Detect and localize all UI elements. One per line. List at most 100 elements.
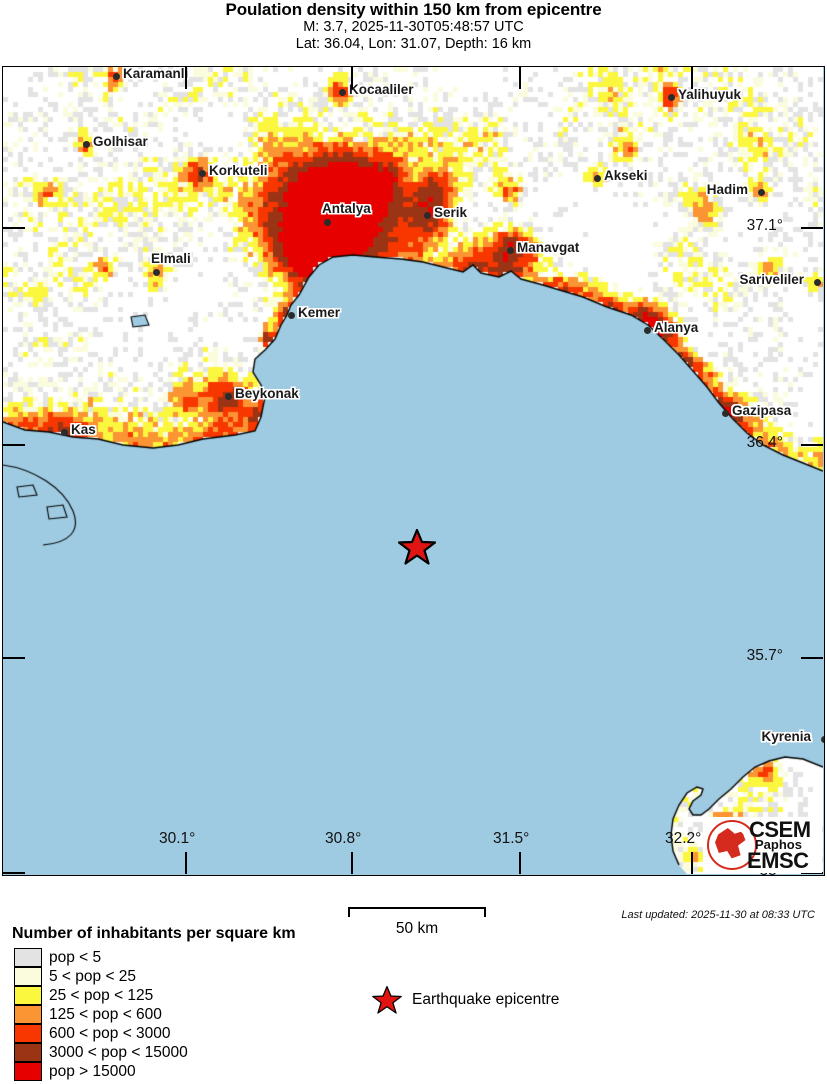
latitude-label: 37.1° bbox=[746, 217, 783, 234]
city-label: Kocaaliler bbox=[349, 82, 414, 97]
longitude-tick-top bbox=[351, 67, 353, 89]
longitude-tick-top bbox=[185, 67, 187, 89]
city-dot-icon bbox=[814, 279, 821, 286]
city-label: Golhisar bbox=[93, 134, 148, 149]
legend-label: 3000 < pop < 15000 bbox=[49, 1044, 188, 1061]
latitude-label: 35.7° bbox=[746, 647, 783, 664]
legend-row: 125 < pop < 600 bbox=[14, 1005, 188, 1024]
city-label: Elmali bbox=[151, 251, 191, 266]
latitude-tick bbox=[801, 872, 823, 874]
latitude-label: 36.4° bbox=[746, 434, 783, 451]
legend-row: pop < 5 bbox=[14, 948, 188, 967]
city-dot-icon bbox=[83, 141, 90, 148]
epicentre-star-marker bbox=[397, 528, 437, 566]
city-dot-icon bbox=[644, 327, 651, 334]
latitude-tick bbox=[801, 444, 823, 446]
city-dot-icon bbox=[722, 410, 729, 417]
longitude-tick-top bbox=[691, 67, 693, 89]
legend-row: 5 < pop < 25 bbox=[14, 967, 188, 986]
longitude-label: 30.1° bbox=[159, 830, 196, 847]
globe-icon bbox=[707, 820, 757, 870]
legend-title: Number of inhabitants per square km bbox=[12, 925, 296, 942]
magnitude-time-line: M: 3.7, 2025-11-30T05:48:57 UTC bbox=[303, 19, 524, 35]
latitude-tick bbox=[801, 227, 823, 229]
scale-bar-label: 50 km bbox=[395, 920, 439, 937]
longitude-label: 31.5° bbox=[493, 830, 530, 847]
city-dot-icon bbox=[288, 312, 295, 319]
legend-row: pop > 15000 bbox=[14, 1062, 188, 1081]
city-dot-icon bbox=[668, 94, 675, 101]
latitude-tick bbox=[801, 657, 823, 659]
population-density-raster bbox=[3, 67, 823, 874]
city-label: Alanya bbox=[654, 320, 699, 335]
latitude-tick-left bbox=[3, 657, 25, 659]
location-depth-line: Lat: 36.04, Lon: 31.07, Depth: 16 km bbox=[295, 36, 532, 52]
latitude-tick-left bbox=[3, 444, 25, 446]
legend-label: 600 < pop < 3000 bbox=[49, 1025, 171, 1042]
latitude-tick-left bbox=[3, 227, 25, 229]
latitude-tick-left bbox=[3, 872, 25, 874]
legend-swatch bbox=[14, 967, 42, 986]
city-dot-icon bbox=[821, 736, 824, 743]
legend-row: 25 < pop < 125 bbox=[14, 986, 188, 1005]
city-dot-icon bbox=[113, 73, 120, 80]
city-label: Kyrenia bbox=[761, 729, 811, 744]
map-overlay: Karamanli Kocaaliler Yalihuyuk Golhisar Kork… bbox=[3, 66, 824, 875]
city-label: Karamanli bbox=[123, 66, 189, 81]
map-frame[interactable]: Karamanli Kocaaliler Yalihuyuk Golhisar Kork… bbox=[2, 66, 825, 876]
header: Poulation density within 150 km from epi… bbox=[0, 0, 827, 62]
longitude-tick bbox=[691, 852, 693, 874]
city-dot-icon bbox=[758, 189, 765, 196]
city-label: Serik bbox=[434, 205, 468, 220]
city-dot-icon bbox=[199, 170, 206, 177]
legend-swatch bbox=[14, 1043, 42, 1062]
logo-emsc-text: EMSC bbox=[747, 848, 809, 873]
csem-emsc-logo: CSEM Paphos EMSC bbox=[703, 817, 822, 873]
logo-paphos-text: Paphos bbox=[755, 837, 802, 852]
legend-swatch bbox=[14, 1062, 42, 1081]
legend-label: pop > 15000 bbox=[49, 1063, 136, 1080]
legend-swatch bbox=[14, 1024, 42, 1043]
city-label: Akseki bbox=[604, 168, 648, 183]
legend-row: 3000 < pop < 15000 bbox=[14, 1043, 188, 1062]
logo-csem-text: CSEM bbox=[749, 817, 811, 842]
longitude-label: 32.2° bbox=[665, 830, 702, 847]
city-label: Beykonak bbox=[235, 386, 299, 401]
longitude-tick bbox=[351, 852, 353, 874]
city-dot-icon bbox=[339, 89, 346, 96]
city-label: Kas bbox=[71, 422, 96, 437]
last-updated-text: Last updated: 2025-11-30 at 08:33 UTC bbox=[621, 909, 815, 921]
city-label: Hadim bbox=[706, 182, 748, 197]
city-label: Korkuteli bbox=[209, 163, 268, 178]
legend-swatch bbox=[14, 948, 42, 967]
epicentre-legend-label: Earthquake epicentre bbox=[412, 991, 560, 1008]
legend-row: 600 < pop < 3000 bbox=[14, 1024, 188, 1043]
city-dot-icon bbox=[61, 429, 68, 436]
city-label: Gazipasa bbox=[732, 403, 792, 418]
scale-bar-graphic bbox=[348, 907, 486, 917]
city-label: Manavgat bbox=[517, 240, 580, 255]
legend-label: pop < 5 bbox=[49, 949, 102, 966]
scale-bar: 50 km bbox=[348, 907, 486, 938]
longitude-tick bbox=[185, 852, 187, 874]
legend-label: 25 < pop < 125 bbox=[49, 987, 154, 1004]
legend-swatch bbox=[14, 1005, 42, 1024]
city-dot-icon bbox=[424, 212, 431, 219]
city-label: Kemer bbox=[298, 305, 341, 320]
legend-swatch bbox=[14, 986, 42, 1005]
city-dot-icon bbox=[594, 175, 601, 182]
city-label: Yalihuyuk bbox=[678, 87, 742, 102]
epicentre-star-icon bbox=[372, 985, 402, 1014]
city-dot-icon bbox=[324, 219, 331, 226]
legend-label: 125 < pop < 600 bbox=[49, 1006, 162, 1023]
longitude-tick bbox=[519, 852, 521, 874]
epicentre-legend-key: Earthquake epicentre bbox=[372, 985, 559, 1015]
city-label: Sariveliler bbox=[739, 272, 804, 287]
legend-list: pop < 5 5 < pop < 25 25 < pop < 125 125 < p… bbox=[14, 948, 188, 1081]
city-dot-icon bbox=[225, 393, 232, 400]
page-title: Poulation density within 150 km from epi… bbox=[225, 0, 602, 19]
legend-label: 5 < pop < 25 bbox=[49, 968, 137, 985]
longitude-tick-top bbox=[519, 67, 521, 89]
city-dot-icon bbox=[153, 269, 160, 276]
city-label: Antalya bbox=[322, 201, 371, 216]
